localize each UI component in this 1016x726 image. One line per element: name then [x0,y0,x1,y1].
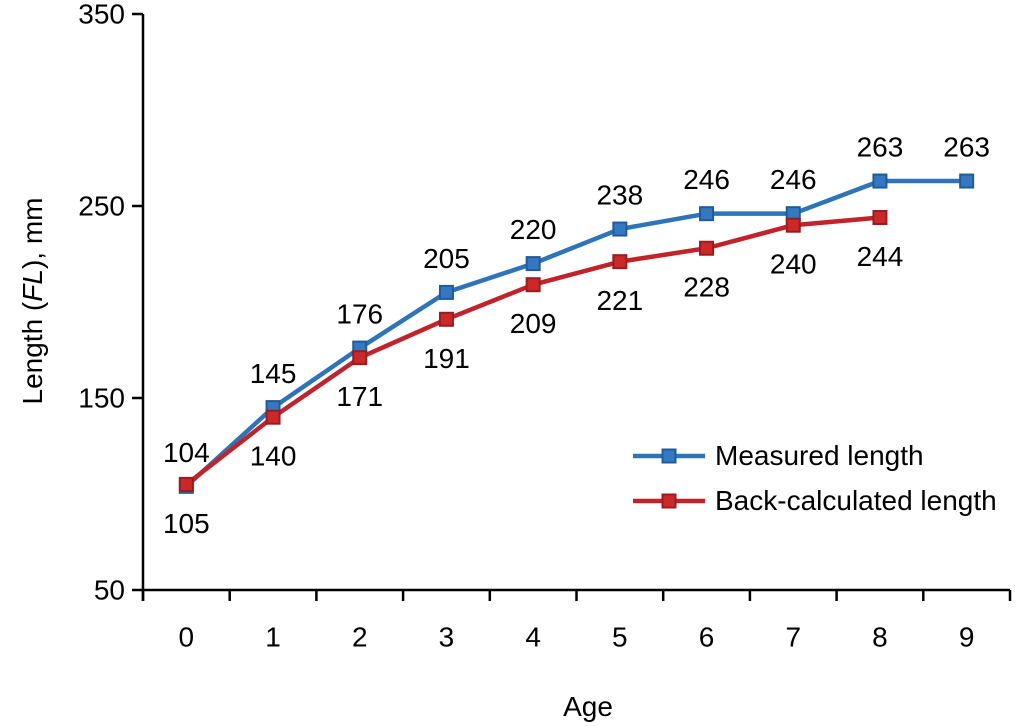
data-label-1-5: 221 [596,285,643,316]
y-axis-title: Length (FL), mm [17,198,49,405]
data-label-0-8: 263 [857,132,904,163]
data-label-1-3: 191 [423,343,470,374]
data-point-0-4 [525,256,541,272]
y-tick-label: 150 [78,383,125,414]
data-label-0-6: 246 [683,164,730,195]
x-tick-label: 5 [612,622,628,653]
y-tick-label: 250 [78,191,125,222]
legend-square-1 [661,493,677,509]
data-point-0-3 [438,284,454,300]
y-axis-title-pre: Length ( [17,301,48,405]
data-point-1-7 [785,217,801,233]
data-label-0-7: 246 [770,164,817,195]
data-point-1-8 [872,210,888,226]
data-label-1-7: 240 [770,249,817,280]
data-label-0-3: 205 [423,243,470,274]
x-tick-label: 3 [439,622,455,653]
data-label-0-5: 238 [596,180,643,211]
x-tick-label: 1 [265,622,281,653]
legend-marker-measured-icon [633,448,705,464]
x-tick-label: 4 [525,622,541,653]
x-tick-label: 0 [179,622,195,653]
data-point-1-5 [612,254,628,270]
data-point-1-4 [525,277,541,293]
x-tick-label: 7 [785,622,801,653]
legend-marker-back-calculated-icon [633,493,705,509]
legend-item-back-calculated: Back-calculated length [633,485,997,517]
data-label-1-4: 209 [510,308,557,339]
legend: Measured length Back-calculated length [633,440,997,530]
x-tick-label: 9 [959,622,975,653]
y-axis-title-post: ), mm [17,197,48,270]
legend-label-back-calculated: Back-calculated length [715,485,997,516]
data-label-0-2: 176 [336,299,383,330]
y-axis-title-italic: FL [17,269,48,302]
data-label-1-1: 140 [250,441,297,472]
data-point-0-9 [959,173,975,189]
data-point-1-3 [438,311,454,327]
data-label-1-0: 105 [163,508,210,539]
data-point-0-5 [612,221,628,237]
data-label-0-0: 104 [163,437,210,468]
data-point-1-6 [699,240,715,256]
x-tick-label: 6 [699,622,715,653]
y-tick-label: 350 [78,0,125,30]
data-point-1-2 [352,350,368,366]
legend-label-measured: Measured length [715,440,924,471]
data-point-1-1 [265,409,281,425]
x-axis-title: Age [563,691,613,722]
data-label-0-9: 263 [943,132,990,163]
data-label-1-2: 171 [336,381,383,412]
legend-square-0 [661,448,677,464]
data-label-0-1: 145 [250,358,297,389]
data-point-0-6 [699,206,715,222]
series-line-0 [184,178,969,489]
data-label-1-8: 244 [857,241,904,272]
legend-item-measured: Measured length [633,440,997,472]
y-tick-label: 50 [94,575,125,606]
data-label-1-6: 228 [683,272,730,303]
x-tick-label: 8 [872,622,888,653]
x-tick-label: 2 [352,622,368,653]
data-point-1-0 [178,476,194,492]
data-point-0-8 [872,173,888,189]
data-label-0-4: 220 [510,214,557,245]
